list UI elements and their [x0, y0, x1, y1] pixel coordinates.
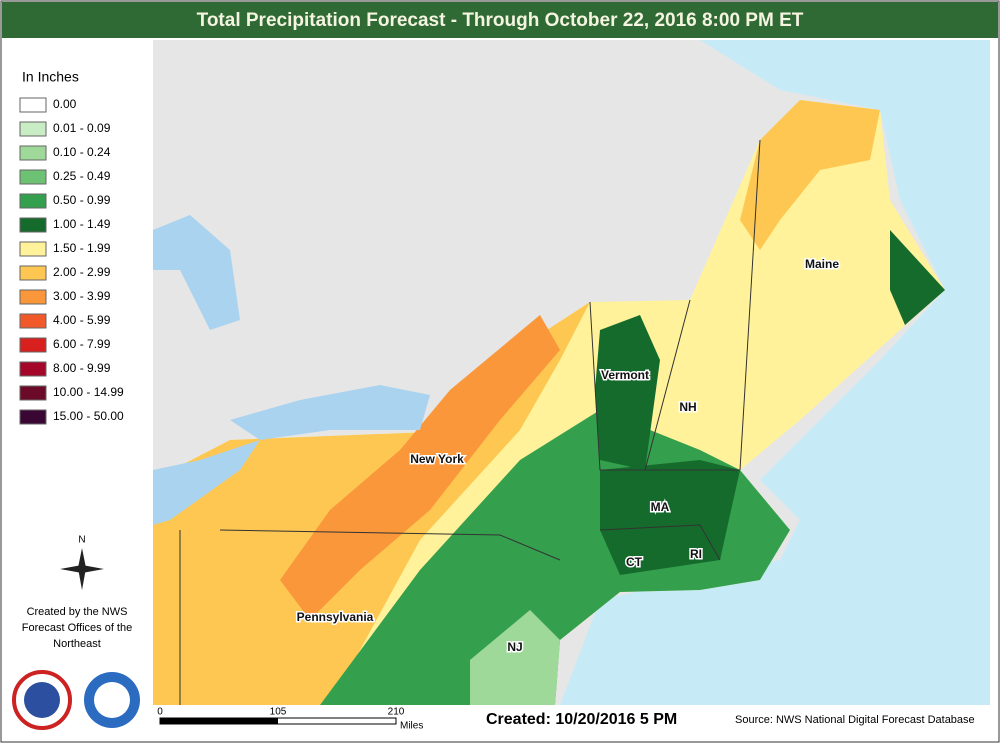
legend-swatch — [19, 241, 47, 257]
legend-title: In Inches — [22, 69, 79, 85]
region — [890, 230, 945, 325]
legend-label: 10.00 - 14.99 — [53, 385, 124, 399]
legend-label: 6.00 - 7.99 — [53, 337, 111, 351]
legend-swatch — [19, 169, 47, 185]
ocean — [560, 40, 990, 705]
title: Total Precipitation Forecast - Through O… — [197, 10, 804, 31]
legend-swatch — [19, 409, 47, 425]
state-border — [599, 524, 721, 561]
legend-swatch — [19, 361, 47, 377]
legend-swatch — [19, 145, 47, 161]
legend: 0.00 0.01 - 0.09 0.10 - 0.24 0.25 - 0.49 0.5… — [19, 97, 124, 425]
credit-line: Northeast — [53, 638, 101, 650]
state-label: Pennsylvania — [297, 610, 374, 624]
legend-label: 0.01 - 0.09 — [53, 121, 111, 135]
state-label: Maine — [805, 257, 839, 271]
map — [153, 40, 990, 705]
credit: Created by the NWS Forecast Offices of th… — [22, 606, 132, 650]
legend-label: 1.50 - 1.99 — [53, 241, 111, 255]
region — [280, 315, 560, 620]
credit-line: Forecast Offices of the — [22, 622, 132, 634]
legend-swatch — [19, 97, 47, 113]
region — [740, 100, 880, 250]
state-label: MA — [651, 500, 670, 514]
legend-swatch — [19, 313, 47, 329]
legend-label: 15.00 - 50.00 — [53, 409, 124, 423]
scale-label: 210 — [388, 707, 405, 718]
state-label: Vermont — [601, 368, 649, 382]
state-label: NJ — [507, 640, 522, 654]
scale-unit: Miles — [400, 721, 423, 732]
created: Created: 10/20/2016 5 PM — [486, 711, 677, 728]
legend-swatch — [19, 121, 47, 137]
state-label: CT — [626, 555, 643, 569]
legend-label: 0.50 - 0.99 — [53, 193, 111, 207]
legend-swatch — [19, 265, 47, 281]
credit-line: Created by the NWS — [27, 606, 128, 618]
legend-swatch — [19, 217, 47, 233]
scale-label: 0 — [157, 707, 163, 718]
legend-swatch — [19, 385, 47, 401]
state-label: NH — [679, 400, 696, 414]
legend-label: 0.25 - 0.49 — [53, 169, 111, 183]
legend-label: 0.00 — [53, 97, 77, 111]
lake-huron — [153, 215, 240, 330]
title-bar — [2, 2, 998, 38]
state-labels: New York Pennsylvania Vermont NH Maine MA CT RI… — [295, 256, 841, 656]
legend-label: 8.00 - 9.99 — [53, 361, 111, 375]
region — [600, 460, 740, 575]
legend-label: 2.00 - 2.99 — [53, 265, 111, 279]
compass: N — [60, 535, 104, 590]
legend-label: 1.00 - 1.49 — [53, 217, 111, 231]
scale-bar-fill — [160, 718, 278, 724]
noaa-logo-center — [94, 682, 130, 718]
legend-label: 4.00 - 5.99 — [53, 313, 111, 327]
state-border — [739, 139, 761, 471]
legend-swatch — [19, 337, 47, 353]
state-label: RI — [690, 547, 702, 561]
region — [595, 315, 660, 470]
lake-erie — [153, 440, 260, 525]
legend-label: 3.00 - 3.99 — [53, 289, 111, 303]
state-border — [589, 301, 740, 471]
scale: 0 105 210 Miles — [157, 707, 423, 732]
legend-swatch — [19, 289, 47, 305]
source: Source: NWS National Digital Forecast Da… — [735, 714, 975, 726]
lake-ontario — [230, 385, 430, 440]
state-border — [219, 529, 561, 561]
state-label: New York — [410, 452, 464, 466]
region — [470, 610, 560, 705]
compass-label: N — [78, 535, 85, 546]
scale-label: 105 — [270, 707, 287, 718]
legend-label: 0.10 - 0.24 — [53, 145, 111, 159]
state-border — [644, 299, 691, 471]
nws-logo-center — [24, 682, 60, 718]
legend-swatch — [19, 193, 47, 209]
